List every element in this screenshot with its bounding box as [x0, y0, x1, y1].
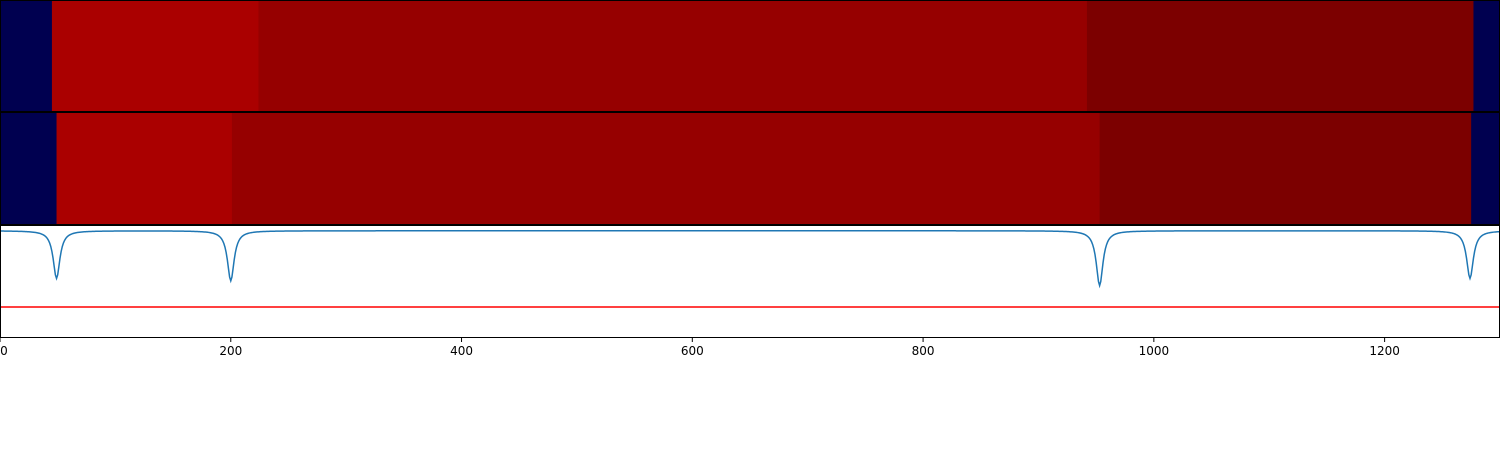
heatmap-segment-1-2	[51, 1, 259, 112]
heatmap-segment-1-5	[1473, 1, 1500, 112]
heatmap-segment-2-1	[0, 113, 58, 225]
x-tick-label-1200: 1200	[1369, 344, 1400, 358]
heatmap-segment-2-4	[1099, 113, 1472, 225]
heatmap-segment-2-3	[231, 113, 1101, 225]
x-tick-label-200: 200	[219, 344, 242, 358]
x-tick-label-400: 400	[450, 344, 473, 358]
heatmap-segment-1-1	[0, 1, 53, 112]
heatmap-top	[0, 1, 1500, 112]
line-series-1	[0, 230, 1500, 289]
heatmap-segment-2-5	[1471, 113, 1500, 225]
x-axis: 0 200 400 600 800 1000 1200	[0, 338, 1400, 358]
x-tick-label-1000: 1000	[1139, 344, 1170, 358]
heatmap-segment-1-3	[258, 1, 1088, 112]
line-panel-background	[0, 225, 1500, 338]
x-tick-label-600: 600	[681, 344, 704, 358]
heatmap-segment-1-4	[1086, 1, 1474, 112]
heatmap-segment-2-2	[56, 113, 233, 225]
x-tick-label-0: 0	[0, 344, 8, 358]
line-panel	[0, 225, 1500, 338]
x-tick-label-800: 800	[912, 344, 935, 358]
heatmap-bottom	[0, 113, 1500, 225]
